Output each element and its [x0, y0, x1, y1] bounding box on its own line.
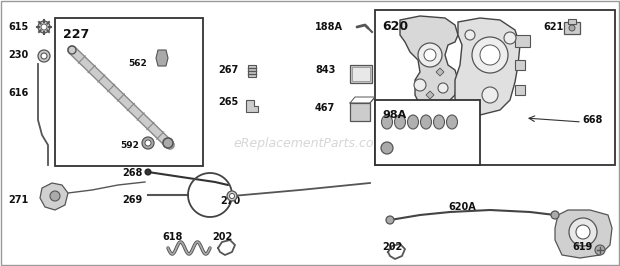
Circle shape	[595, 245, 605, 255]
Ellipse shape	[446, 115, 458, 129]
Circle shape	[41, 24, 47, 30]
Text: 269: 269	[122, 195, 142, 205]
Ellipse shape	[394, 115, 405, 129]
Text: 268: 268	[122, 168, 143, 178]
Circle shape	[381, 142, 393, 154]
Text: 230: 230	[8, 50, 29, 60]
Text: 620A: 620A	[448, 202, 476, 212]
Text: 618: 618	[162, 232, 182, 242]
Text: 616: 616	[8, 88, 29, 98]
Text: 619: 619	[572, 242, 592, 252]
Text: 202: 202	[382, 242, 402, 252]
Circle shape	[418, 43, 442, 67]
Text: 615: 615	[8, 22, 29, 32]
Circle shape	[576, 225, 590, 239]
Text: 98A: 98A	[382, 110, 406, 120]
Circle shape	[386, 216, 394, 224]
Text: 227: 227	[63, 28, 89, 41]
Bar	[248, 65, 256, 77]
Polygon shape	[156, 50, 168, 66]
Circle shape	[38, 21, 50, 33]
Bar	[375, 100, 480, 165]
Bar	[568, 19, 576, 24]
Bar	[350, 103, 370, 121]
Text: 620: 620	[382, 20, 408, 33]
Polygon shape	[400, 16, 458, 108]
Circle shape	[569, 218, 597, 246]
Text: 467: 467	[315, 103, 335, 113]
Circle shape	[142, 137, 154, 149]
Ellipse shape	[433, 115, 445, 129]
Text: 621: 621	[543, 22, 563, 32]
Text: 271: 271	[8, 195, 29, 205]
Ellipse shape	[381, 115, 392, 129]
Bar	[515, 60, 525, 70]
Circle shape	[227, 191, 237, 201]
Circle shape	[472, 37, 508, 73]
Circle shape	[480, 45, 500, 65]
Circle shape	[569, 25, 575, 31]
Circle shape	[145, 140, 151, 146]
Polygon shape	[455, 18, 520, 115]
Text: eReplacementParts.com: eReplacementParts.com	[234, 136, 386, 149]
Bar	[352, 67, 370, 81]
Text: 202: 202	[212, 232, 232, 242]
Circle shape	[424, 49, 436, 61]
Polygon shape	[436, 68, 444, 76]
Polygon shape	[426, 91, 434, 99]
Circle shape	[41, 53, 47, 59]
Circle shape	[551, 211, 559, 219]
Text: 668: 668	[582, 115, 603, 125]
Circle shape	[504, 32, 516, 44]
Text: 265: 265	[218, 97, 238, 107]
Circle shape	[38, 50, 50, 62]
Polygon shape	[40, 183, 68, 210]
Circle shape	[229, 193, 234, 198]
Circle shape	[482, 87, 498, 103]
Bar	[515, 35, 530, 47]
Circle shape	[163, 138, 173, 148]
Circle shape	[50, 191, 60, 201]
Polygon shape	[246, 100, 258, 112]
Circle shape	[145, 169, 151, 175]
Text: 188A: 188A	[315, 22, 343, 32]
Bar	[564, 22, 580, 34]
Bar	[55, 18, 203, 166]
Bar	[350, 65, 372, 83]
Polygon shape	[555, 210, 612, 258]
Text: 592: 592	[120, 140, 139, 149]
Text: 270: 270	[220, 196, 241, 206]
Circle shape	[414, 79, 426, 91]
Ellipse shape	[407, 115, 419, 129]
Text: 562: 562	[128, 59, 147, 68]
Bar	[515, 85, 525, 95]
Text: 843: 843	[315, 65, 335, 75]
Circle shape	[438, 83, 448, 93]
Circle shape	[465, 30, 475, 40]
Ellipse shape	[420, 115, 432, 129]
Text: 267: 267	[218, 65, 238, 75]
Bar	[375, 10, 615, 165]
